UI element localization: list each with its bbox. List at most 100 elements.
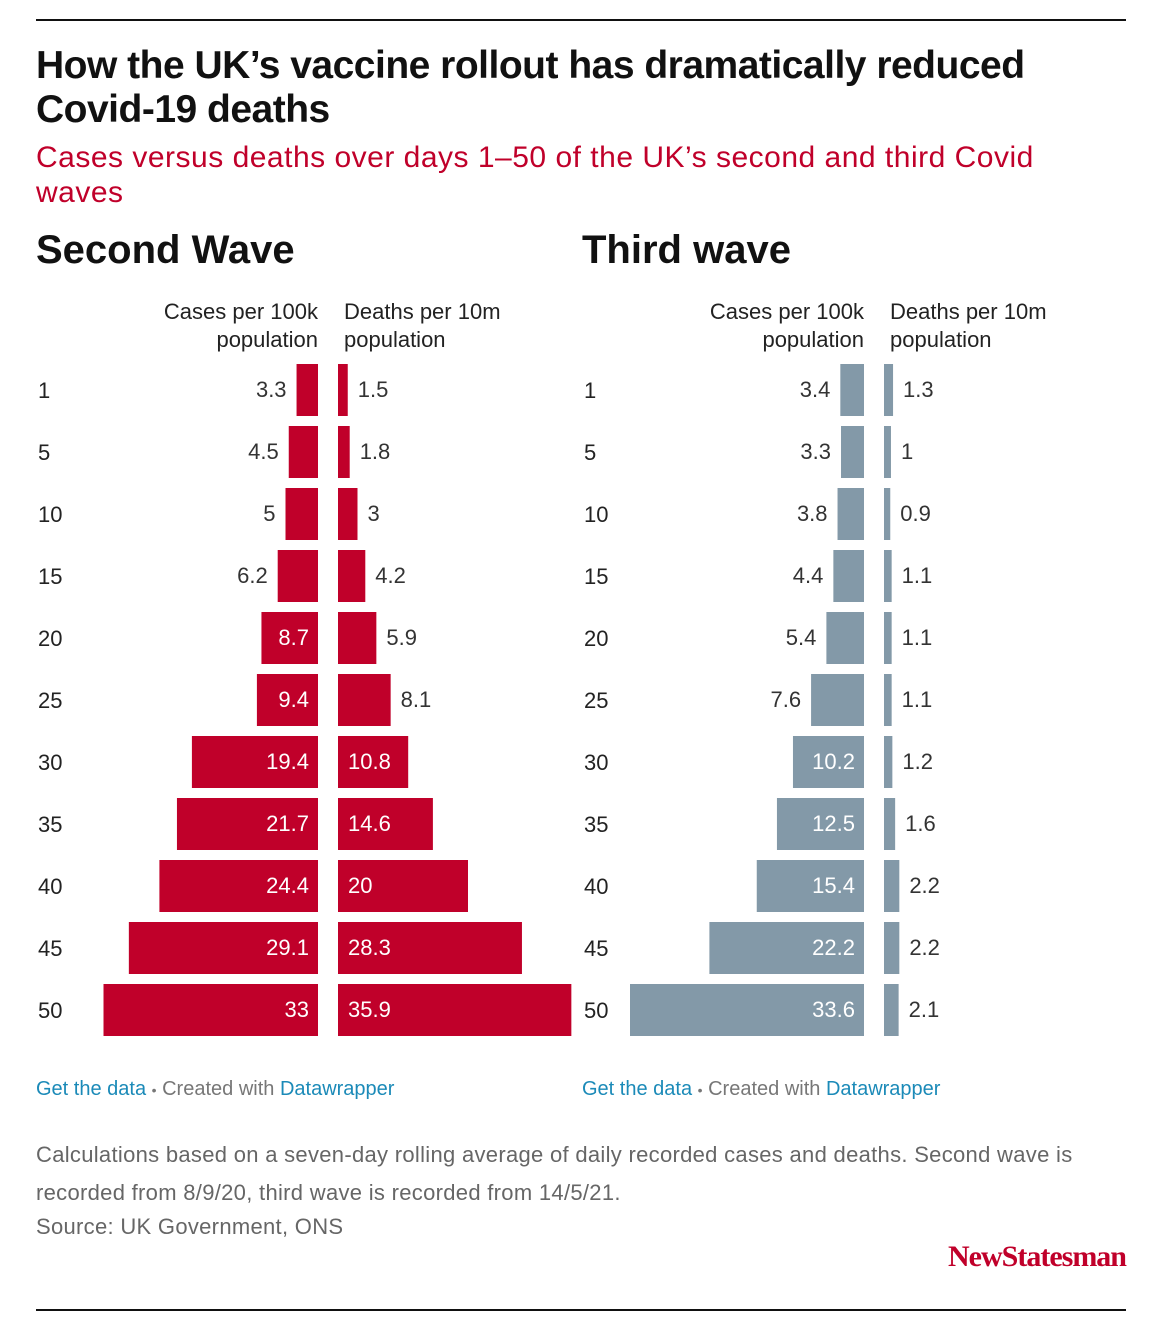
brand-logo[interactable]: NewStatesman xyxy=(948,1240,1127,1273)
bar xyxy=(776,798,864,850)
bar xyxy=(840,364,864,416)
value-label: 3.4 xyxy=(800,377,831,402)
row-label: 25 xyxy=(584,688,608,713)
bar xyxy=(288,426,318,478)
row-label: 5 xyxy=(584,440,596,465)
bar xyxy=(191,736,318,788)
datawrapper-link[interactable]: Datawrapper xyxy=(825,1078,941,1100)
bar xyxy=(884,922,900,974)
value-label: 33 xyxy=(285,997,309,1022)
value-label: 1 xyxy=(901,439,913,464)
notes: Calculations based on a seven-day rollin… xyxy=(36,1142,1073,1205)
title: How the UK’s vaccine rollout has dramati… xyxy=(36,44,1025,131)
bar xyxy=(833,550,864,602)
value-label: 1.3 xyxy=(903,377,934,402)
value-label: 9.4 xyxy=(278,687,309,712)
value-label: 19.4 xyxy=(266,749,309,774)
bar xyxy=(176,798,318,850)
bar xyxy=(756,860,864,912)
bar xyxy=(338,426,350,478)
bar xyxy=(338,364,348,416)
value-label: 10.8 xyxy=(348,749,391,774)
credit: Created with xyxy=(708,1078,821,1100)
bar xyxy=(826,612,864,664)
bar xyxy=(792,736,864,788)
row-label: 15 xyxy=(38,564,62,589)
row-label: 30 xyxy=(584,750,608,775)
row-label: 50 xyxy=(584,998,608,1023)
value-label: 15.4 xyxy=(812,873,855,898)
bar xyxy=(884,426,891,478)
row-label: 40 xyxy=(584,874,608,899)
bar xyxy=(884,674,892,726)
row-label: 35 xyxy=(584,812,608,837)
value-label: 3.3 xyxy=(800,439,831,464)
row-label: 40 xyxy=(38,874,62,899)
bar xyxy=(837,488,864,540)
row-label: 30 xyxy=(38,750,62,775)
row-label: 15 xyxy=(584,564,608,589)
datawrapper-link[interactable]: Datawrapper xyxy=(279,1078,395,1100)
bar xyxy=(338,674,391,726)
separator: • xyxy=(151,1082,157,1098)
value-label: 29.1 xyxy=(266,935,309,960)
panel-title: Second Wave xyxy=(36,228,295,272)
bar xyxy=(884,736,893,788)
panel-title: Third wave xyxy=(582,228,791,272)
value-label: 21.7 xyxy=(266,811,309,836)
row-label: 50 xyxy=(38,998,62,1023)
row-label: 10 xyxy=(38,502,62,527)
footer: Get the data • Created with Datawrapper xyxy=(582,1078,940,1101)
bar xyxy=(884,550,892,602)
value-label: 4.2 xyxy=(375,563,406,588)
bar xyxy=(884,984,899,1036)
value-label: 3.3 xyxy=(256,377,287,402)
footer: Get the data • Created with Datawrapper xyxy=(36,1078,394,1101)
column-header: Deaths per 10m population xyxy=(344,299,501,352)
value-label: 1.1 xyxy=(902,563,933,588)
bar xyxy=(338,798,433,850)
row-label: 25 xyxy=(38,688,62,713)
bar xyxy=(338,922,522,974)
value-label: 3 xyxy=(368,501,380,526)
value-label: 7.6 xyxy=(770,687,801,712)
value-label: 10.2 xyxy=(812,749,855,774)
bar xyxy=(338,860,468,912)
bar xyxy=(884,798,896,850)
value-label: 1.8 xyxy=(360,439,391,464)
row-label: 45 xyxy=(38,936,62,961)
get-data-link[interactable]: Get the data xyxy=(582,1078,693,1100)
value-label: 2.2 xyxy=(909,873,940,898)
bar xyxy=(261,612,318,664)
bar xyxy=(884,488,891,540)
value-label: 1.6 xyxy=(905,811,936,836)
column-header: Cases per 100k population xyxy=(163,299,318,352)
row-label: 20 xyxy=(584,626,608,651)
bar xyxy=(338,984,572,1036)
value-label: 20 xyxy=(348,873,372,898)
value-label: 0.9 xyxy=(900,501,931,526)
row-label: 1 xyxy=(584,378,596,403)
bar xyxy=(884,860,900,912)
value-label: 1.1 xyxy=(902,687,933,712)
value-label: 1.1 xyxy=(902,625,933,650)
value-label: 4.5 xyxy=(248,439,279,464)
value-label: 28.3 xyxy=(348,935,391,960)
value-label: 24.4 xyxy=(266,873,309,898)
bar xyxy=(256,674,318,726)
bar xyxy=(159,860,318,912)
bar xyxy=(811,674,864,726)
bar xyxy=(128,922,318,974)
bar xyxy=(884,364,894,416)
bar xyxy=(338,550,366,602)
column-header: Deaths per 10m population xyxy=(890,299,1047,352)
value-label: 6.2 xyxy=(237,563,268,588)
value-label: 2.2 xyxy=(909,935,940,960)
value-label: 2.1 xyxy=(909,997,940,1022)
get-data-link[interactable]: Get the data xyxy=(36,1078,147,1100)
row-label: 5 xyxy=(38,440,50,465)
value-label: 5 xyxy=(263,501,275,526)
value-label: 1.5 xyxy=(358,377,389,402)
bar xyxy=(630,984,864,1036)
